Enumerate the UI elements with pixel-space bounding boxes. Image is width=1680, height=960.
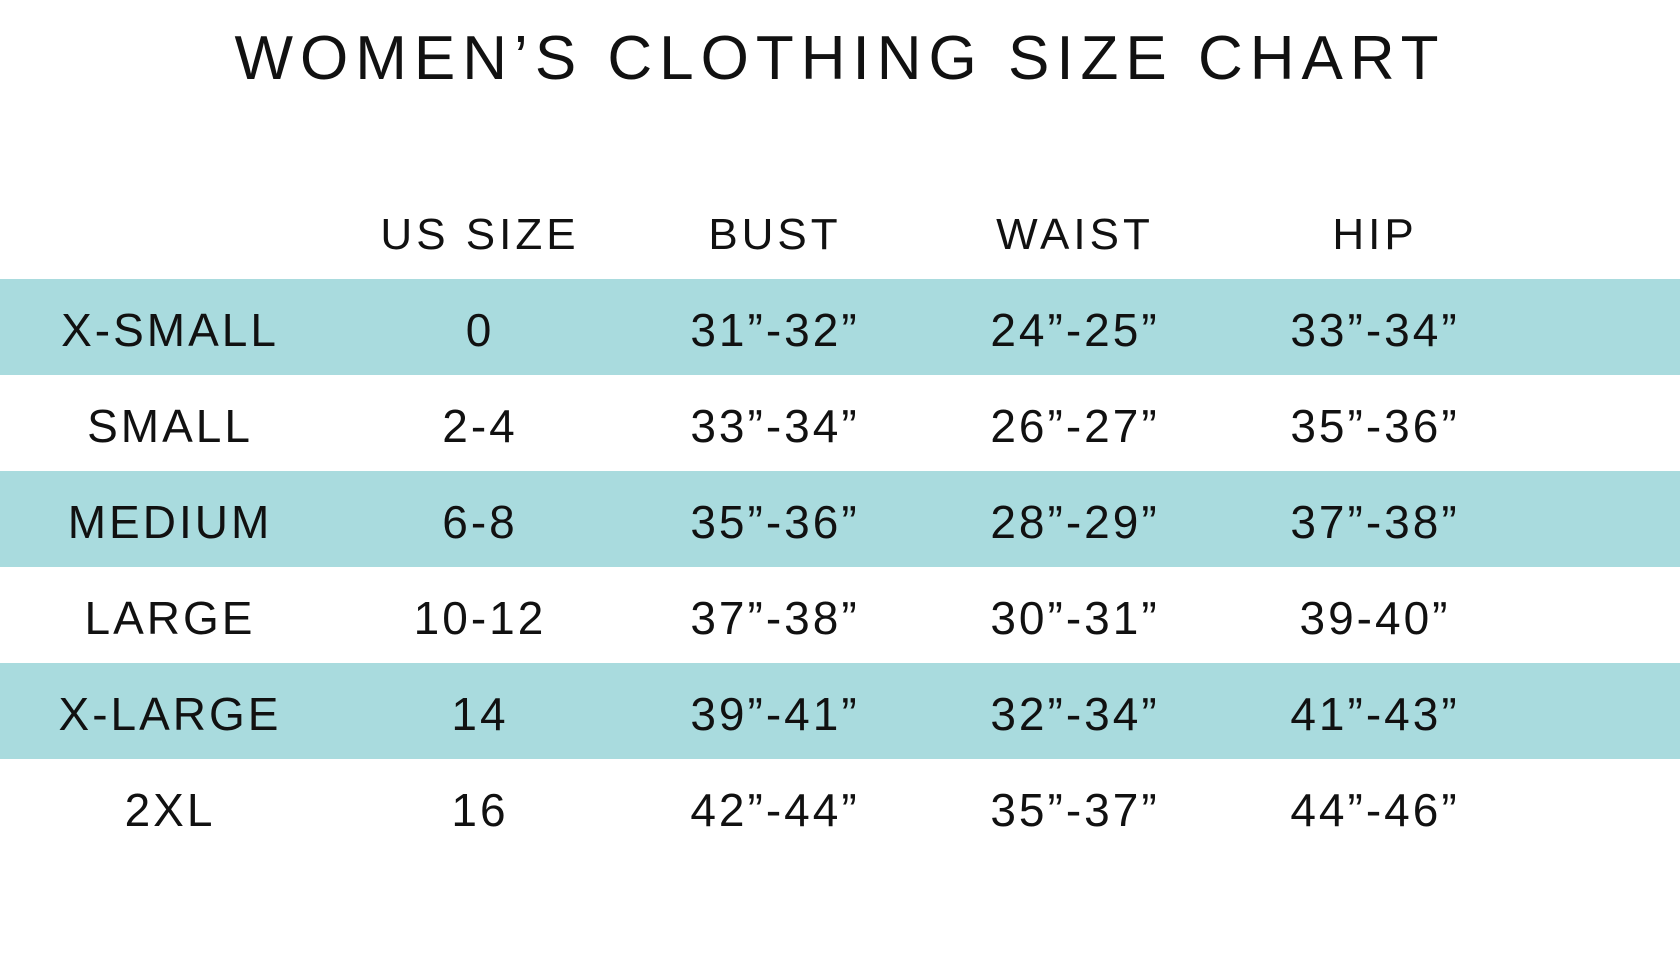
hip-value: 35”-36” bbox=[1290, 400, 1460, 452]
waist-value: 28”-29” bbox=[990, 496, 1160, 548]
us-size-value: 6-8 bbox=[442, 496, 518, 548]
waist-value: 24”-25” bbox=[990, 304, 1160, 356]
table-header-row: US SIZE BUST WAIST HIP bbox=[0, 184, 1680, 279]
size-chart-table: US SIZE BUST WAIST HIP X-SMALL 0 31”-32”… bbox=[0, 184, 1680, 855]
table-row-2xl: 2XL 16 42”-44” 35”-37” 44”-46” bbox=[0, 759, 1680, 855]
column-header-us-size: US SIZE bbox=[380, 209, 580, 259]
column-header-waist: WAIST bbox=[996, 209, 1154, 259]
table-row-large: LARGE 10-12 37”-38” 30”-31” 39-40” bbox=[0, 567, 1680, 663]
us-size-value: 16 bbox=[451, 784, 509, 836]
size-label: X-LARGE bbox=[58, 688, 282, 740]
table-row-medium: MEDIUM 6-8 35”-36” 28”-29” 37”-38” bbox=[0, 471, 1680, 567]
size-chart-page: WOMEN’S CLOTHING SIZE CHART US SIZE BUST… bbox=[0, 24, 1680, 960]
bust-value: 42”-44” bbox=[690, 784, 860, 836]
us-size-value: 0 bbox=[465, 304, 495, 356]
bust-value: 33”-34” bbox=[690, 400, 860, 452]
waist-value: 30”-31” bbox=[990, 592, 1160, 644]
page-title: WOMEN’S CLOTHING SIZE CHART bbox=[234, 24, 1446, 93]
column-header-size bbox=[5, 229, 335, 235]
us-size-value: 2-4 bbox=[442, 400, 518, 452]
hip-value: 33”-34” bbox=[1290, 304, 1460, 356]
hip-value: 44”-46” bbox=[1290, 784, 1460, 836]
size-label: SMALL bbox=[87, 400, 253, 452]
table-row-x-small: X-SMALL 0 31”-32” 24”-25” 33”-34” bbox=[0, 279, 1680, 375]
size-label: 2XL bbox=[124, 784, 216, 836]
us-size-value: 10-12 bbox=[413, 592, 547, 644]
size-label: LARGE bbox=[84, 592, 256, 644]
column-header-bust: BUST bbox=[708, 209, 842, 259]
bust-value: 37”-38” bbox=[690, 592, 860, 644]
table-row-small: SMALL 2-4 33”-34” 26”-27” 35”-36” bbox=[0, 375, 1680, 471]
column-header-hip: HIP bbox=[1332, 209, 1418, 259]
hip-value: 41”-43” bbox=[1290, 688, 1460, 740]
waist-value: 32”-34” bbox=[990, 688, 1160, 740]
bust-value: 31”-32” bbox=[690, 304, 860, 356]
size-label: X-SMALL bbox=[61, 304, 279, 356]
us-size-value: 14 bbox=[451, 688, 509, 740]
waist-value: 26”-27” bbox=[990, 400, 1160, 452]
bust-value: 39”-41” bbox=[690, 688, 860, 740]
waist-value: 35”-37” bbox=[990, 784, 1160, 836]
hip-value: 39-40” bbox=[1299, 592, 1451, 644]
hip-value: 37”-38” bbox=[1290, 496, 1460, 548]
size-label: MEDIUM bbox=[67, 496, 273, 548]
table-row-x-large: X-LARGE 14 39”-41” 32”-34” 41”-43” bbox=[0, 663, 1680, 759]
bust-value: 35”-36” bbox=[690, 496, 860, 548]
